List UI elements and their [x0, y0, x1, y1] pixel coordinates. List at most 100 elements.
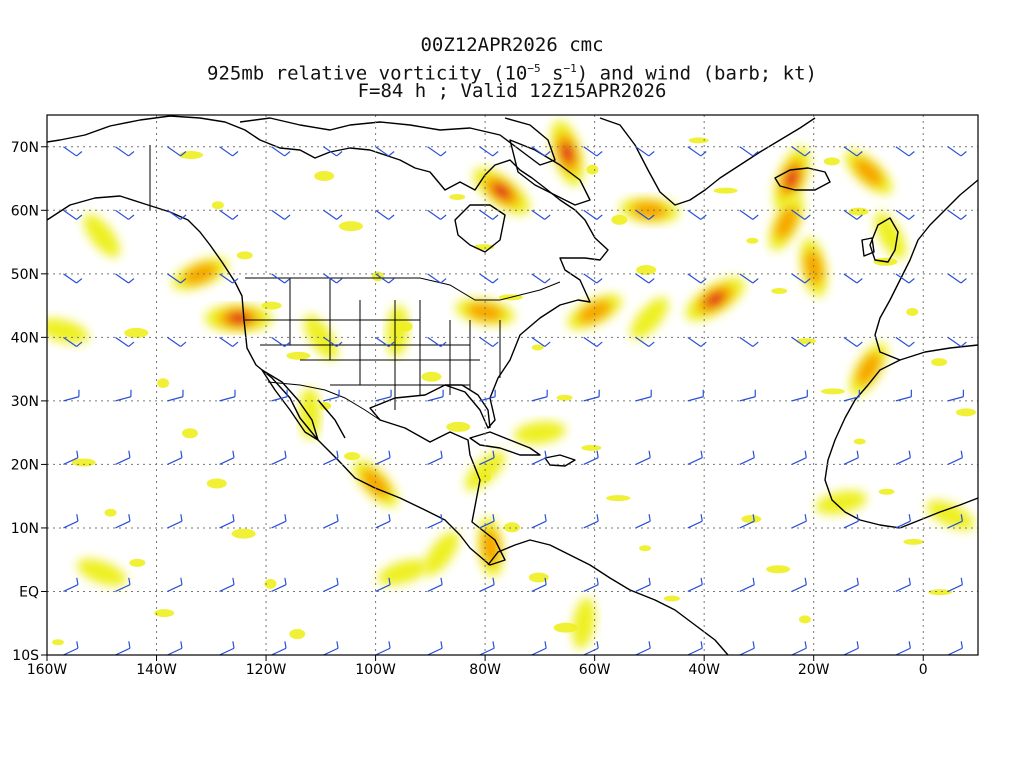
vorticity-contour — [298, 387, 321, 440]
vorticity-patch — [928, 589, 953, 596]
us-mexico-border — [267, 381, 381, 421]
vorticity-blob — [550, 120, 584, 186]
vorticity-patch — [154, 609, 175, 618]
us-state-lines — [245, 278, 501, 410]
title-line-2-post: ) and wind (barb; kt) — [576, 62, 817, 85]
vorticity-contour — [577, 300, 612, 324]
lon-tick-label: 40W — [688, 662, 720, 678]
wind-barb — [323, 146, 343, 157]
wind-barb — [895, 389, 912, 402]
vorticity-contour — [926, 500, 975, 531]
lon-tick-label: 20W — [798, 662, 830, 678]
wind-barb — [843, 389, 860, 402]
south-america-coastline — [487, 539, 729, 655]
vorticity-blob — [815, 490, 867, 515]
wind-barb — [895, 577, 911, 593]
title-line-2-mid: s — [540, 62, 564, 85]
wind-barb — [63, 273, 83, 284]
wind-barb — [791, 450, 807, 465]
wind-barb — [271, 641, 287, 655]
vorticity-blob — [204, 303, 273, 333]
wind-barb — [375, 514, 391, 529]
wind-barb — [427, 641, 443, 655]
wind-barb — [791, 146, 811, 157]
vorticity-contour — [466, 302, 504, 322]
wind-barb — [947, 209, 967, 220]
wind-barb — [947, 146, 967, 157]
vorticity-blob — [514, 421, 566, 445]
vorticity-patch — [449, 193, 466, 200]
wind-barb — [687, 336, 707, 348]
vorticity-blob — [849, 342, 888, 396]
wind-barb — [479, 577, 495, 593]
wind-barb — [583, 209, 603, 220]
wind-barb — [843, 273, 863, 284]
wind-barb — [115, 146, 135, 157]
wind-barb — [895, 336, 915, 348]
wind-barb — [531, 450, 547, 465]
vorticity-contour — [784, 168, 799, 189]
wind-barb — [115, 209, 135, 220]
vorticity-patch — [639, 545, 652, 552]
wind-barb — [791, 514, 807, 529]
wind-barb — [791, 641, 807, 655]
wind-barb — [791, 273, 811, 284]
vorticity-patch — [181, 428, 198, 439]
wind-barb — [843, 146, 863, 157]
wind-barb — [635, 641, 651, 655]
axis-ticks: 160W 140W 120W 100W 80W 60W 40W 20W 0 70N 60N 50N 40… — [11, 140, 928, 678]
vorticity-patch — [741, 515, 762, 524]
wind-barb — [219, 209, 239, 220]
wind-barb — [375, 450, 391, 465]
wind-barb — [739, 450, 755, 465]
vorticity-blob — [926, 500, 975, 531]
wind-barb — [635, 209, 655, 220]
vorticity-patch — [766, 565, 791, 574]
wind-barb — [947, 641, 963, 655]
wind-barb — [323, 450, 339, 465]
vorticity-patch — [556, 394, 573, 401]
wind-barb — [427, 450, 443, 465]
vorticity-blob — [353, 459, 398, 507]
wind-barb — [167, 209, 187, 220]
wind-barb — [687, 209, 707, 220]
vorticity-blob — [298, 387, 321, 440]
wind-barb — [63, 514, 79, 529]
wind-barb — [583, 450, 599, 465]
title-exponent-1: −5 — [527, 62, 541, 75]
vorticity-patch — [51, 639, 64, 646]
wind-barb — [635, 577, 651, 593]
vorticity-patch — [771, 287, 788, 294]
wind-barb — [687, 450, 703, 465]
wind-barb — [271, 146, 291, 157]
wind-barb — [219, 336, 239, 348]
wind-barb — [739, 209, 759, 220]
wind-barb — [271, 450, 287, 465]
wind-barb — [947, 389, 964, 402]
wind-barb — [323, 577, 339, 593]
vorticity-contour — [630, 297, 669, 340]
vorticity-patch — [955, 408, 976, 417]
wind-barb — [635, 450, 651, 465]
title-line-2-pre: 925mb relative vorticity (10 — [207, 62, 528, 85]
vorticity-patch — [553, 622, 578, 633]
vorticity-patch — [157, 378, 170, 389]
wind-barb — [843, 209, 863, 220]
lon-tick-label: 0 — [919, 662, 928, 678]
arctic-islands-coastline — [239, 117, 556, 166]
wind-barb — [635, 389, 652, 402]
wind-barb — [583, 389, 600, 402]
vorticity-blob — [567, 294, 622, 330]
wind-barb — [323, 641, 339, 655]
lat-tick-label: 70N — [11, 140, 39, 156]
vorticity-blob — [572, 597, 596, 649]
wind-barb — [531, 389, 548, 402]
wind-barb — [479, 641, 495, 655]
florida-coastline — [445, 384, 491, 429]
wind-barb — [479, 450, 495, 465]
wind-barb — [531, 336, 551, 348]
vorticity-blob — [377, 559, 429, 586]
vorticity-contour — [423, 531, 459, 576]
vorticity-patch — [713, 187, 738, 194]
